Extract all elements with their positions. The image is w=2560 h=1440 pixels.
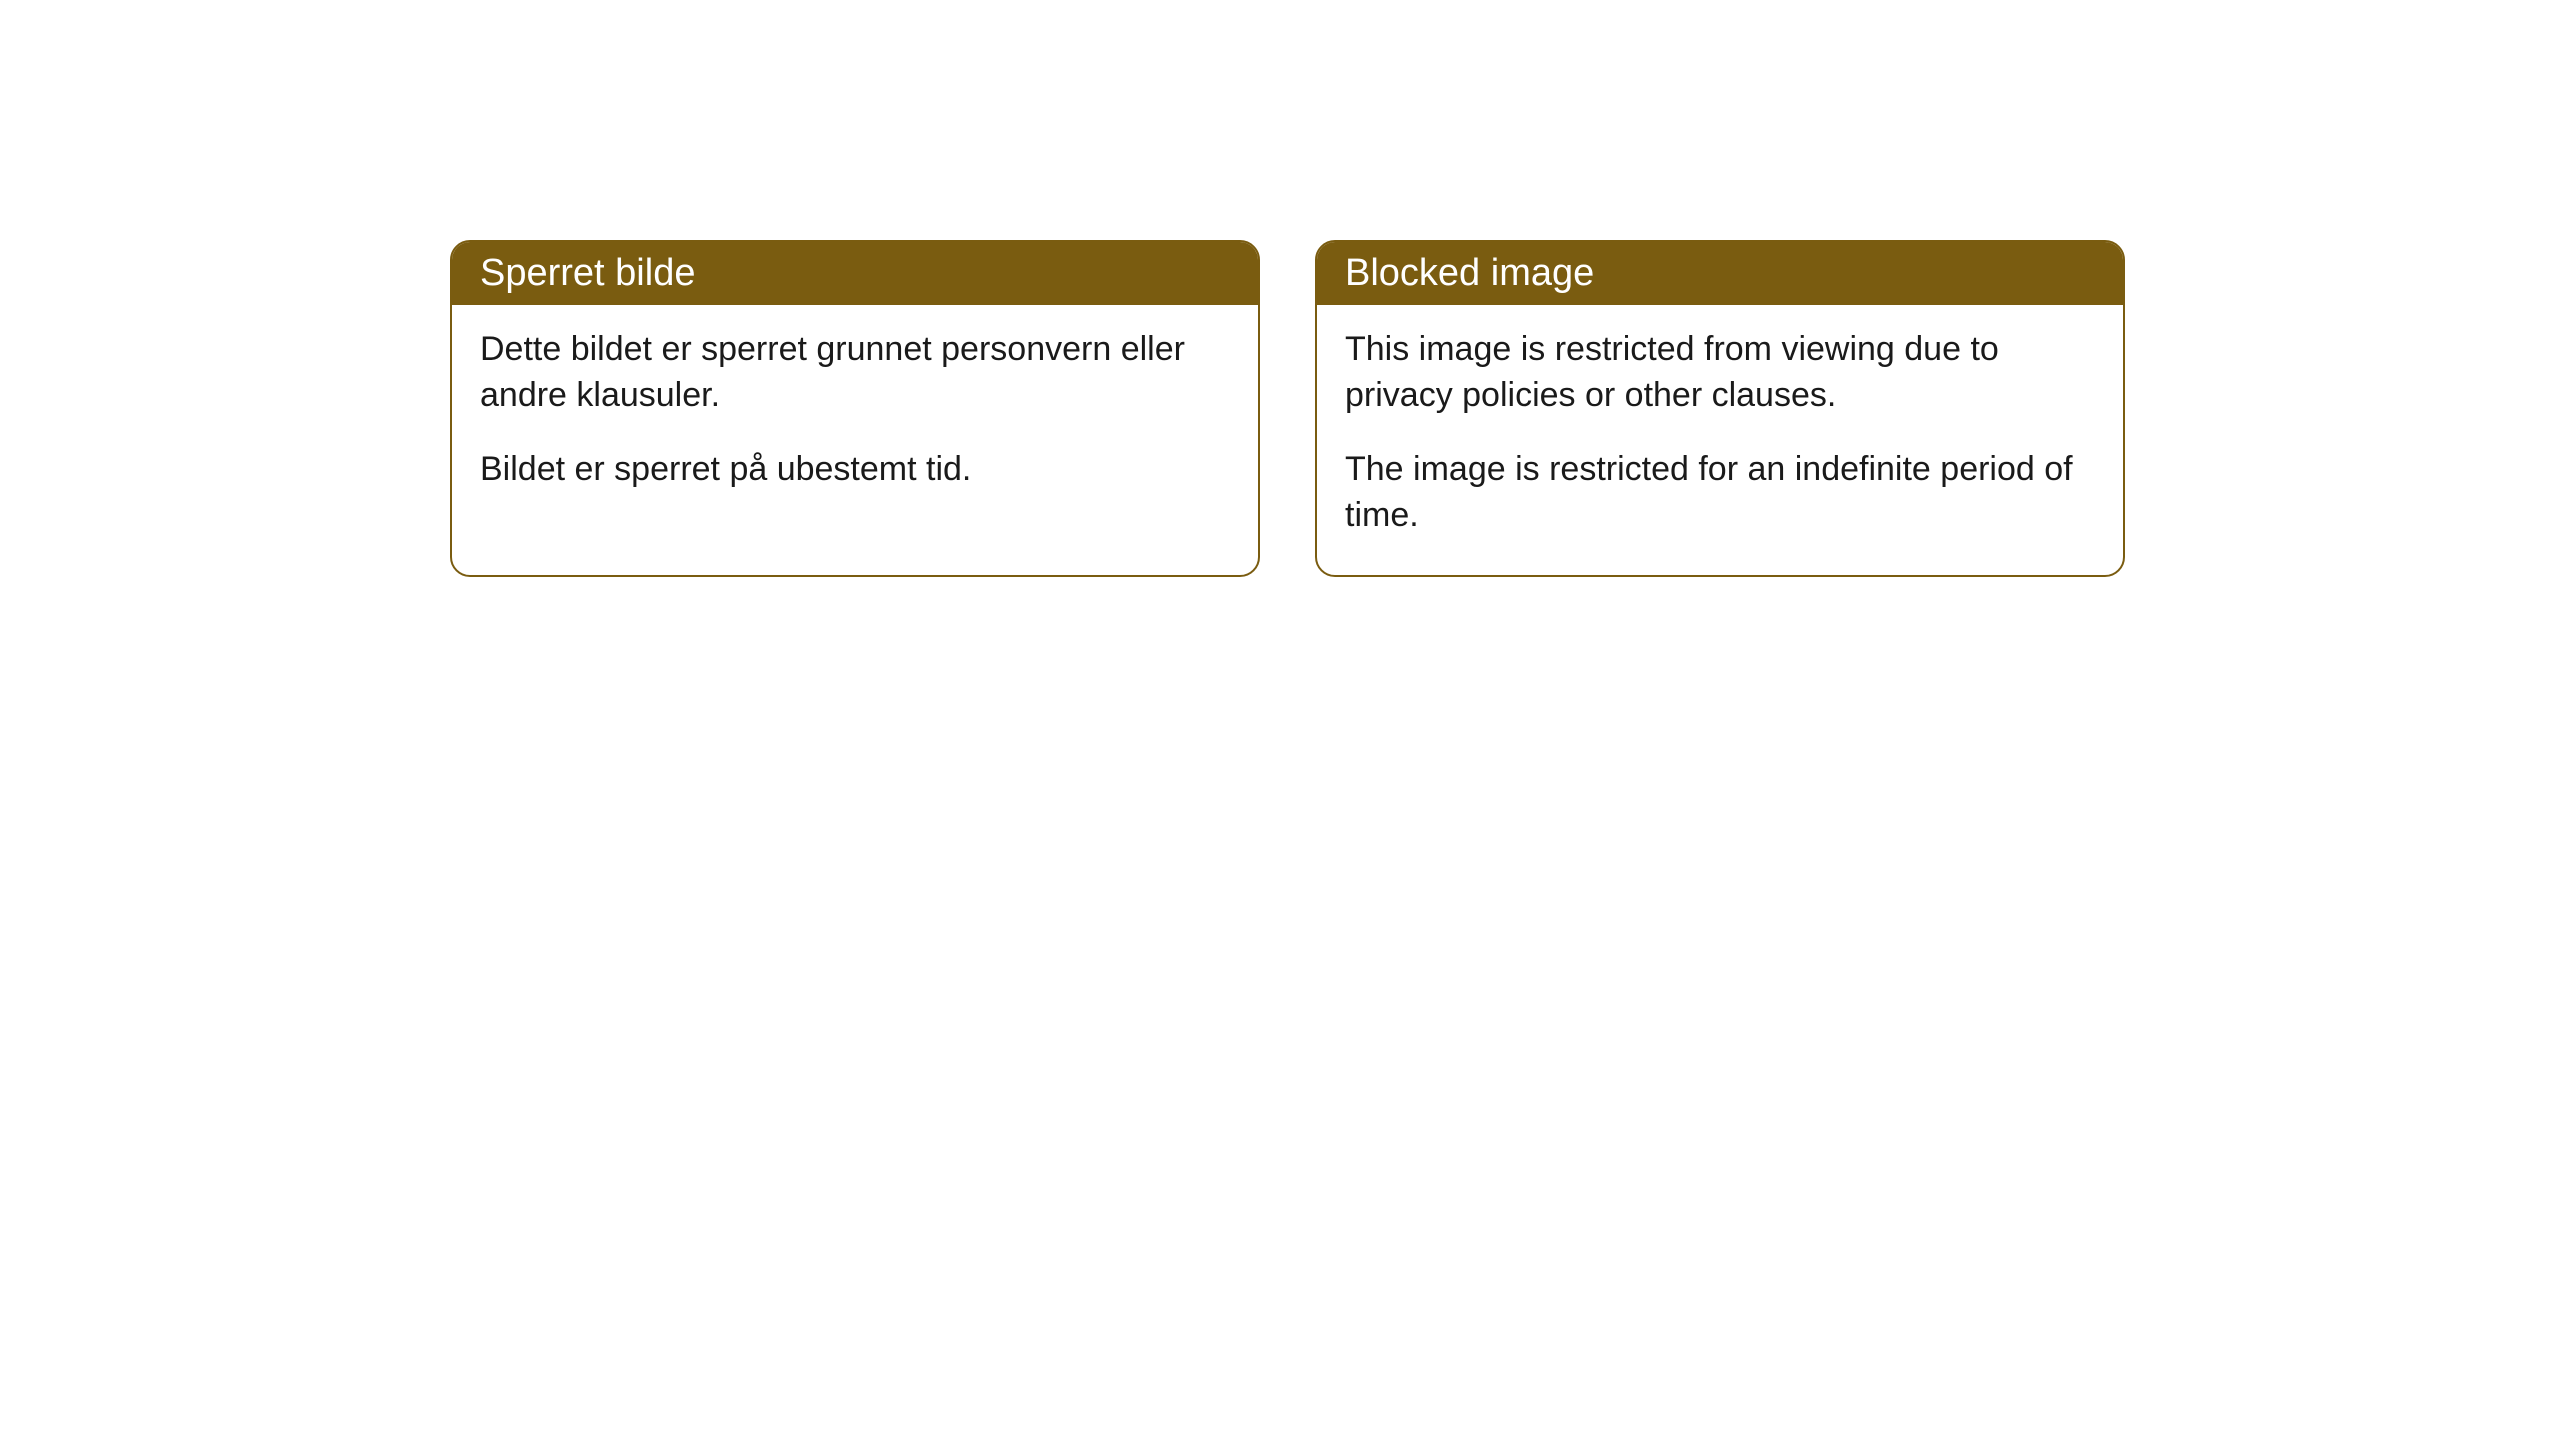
- card-text-no-1: Dette bildet er sperret grunnet personve…: [480, 327, 1230, 419]
- blocked-image-card-en: Blocked image This image is restricted f…: [1315, 240, 2125, 577]
- card-text-en-2: The image is restricted for an indefinit…: [1345, 447, 2095, 539]
- card-body-no: Dette bildet er sperret grunnet personve…: [452, 305, 1258, 529]
- card-header-en: Blocked image: [1317, 242, 2123, 305]
- card-title-en: Blocked image: [1345, 252, 1594, 294]
- card-title-no: Sperret bilde: [480, 252, 695, 294]
- card-body-en: This image is restricted from viewing du…: [1317, 305, 2123, 575]
- card-header-no: Sperret bilde: [452, 242, 1258, 305]
- cards-container: Sperret bilde Dette bildet er sperret gr…: [0, 0, 2560, 577]
- card-text-en-1: This image is restricted from viewing du…: [1345, 327, 2095, 419]
- blocked-image-card-no: Sperret bilde Dette bildet er sperret gr…: [450, 240, 1260, 577]
- card-text-no-2: Bildet er sperret på ubestemt tid.: [480, 447, 1230, 493]
